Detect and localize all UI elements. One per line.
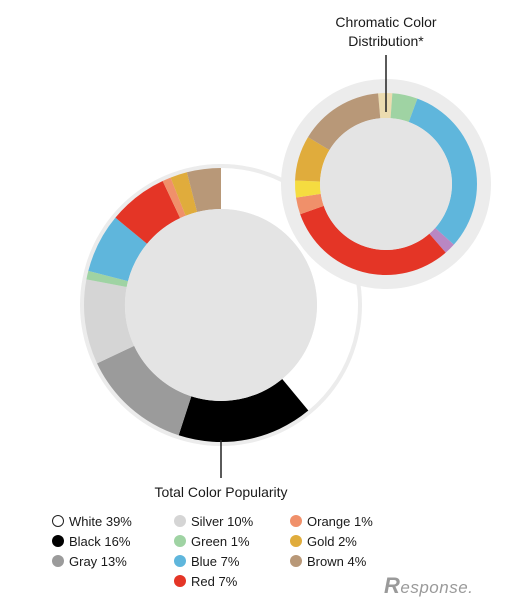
slice-yellow bbox=[295, 180, 321, 198]
watermark-text: esponse. bbox=[400, 578, 474, 597]
slice-beige bbox=[378, 93, 393, 119]
slice-green bbox=[390, 93, 418, 123]
legend-label: Black 16% bbox=[69, 533, 131, 549]
chromatic-title-line2: Distribution* bbox=[348, 33, 424, 49]
slice-green bbox=[86, 270, 129, 288]
legend-label: Orange 1% bbox=[307, 513, 373, 529]
slice-blue bbox=[408, 98, 478, 245]
legend-label: Gold 2% bbox=[307, 533, 357, 549]
legend-label: Brown 4% bbox=[307, 553, 367, 569]
chromatic-donut bbox=[281, 79, 491, 289]
donut-center bbox=[125, 209, 317, 401]
slice-blue bbox=[88, 217, 148, 282]
legend-label: Red 7% bbox=[191, 573, 238, 589]
slice-orange bbox=[162, 177, 186, 219]
slice-purple bbox=[429, 227, 454, 253]
legend-swatch bbox=[52, 555, 64, 567]
legend-label: White 39% bbox=[69, 513, 132, 529]
legend-swatch bbox=[52, 535, 64, 547]
slice-red bbox=[300, 205, 446, 275]
legend-item: Black 16% bbox=[52, 531, 174, 551]
legend-item: White 39% bbox=[52, 511, 174, 531]
slice-gold bbox=[295, 137, 330, 182]
legend-item: Gold 2% bbox=[290, 531, 410, 551]
legend-item: Red 7% bbox=[174, 571, 290, 591]
legend-item: Gray 13% bbox=[52, 551, 174, 571]
slice-gray bbox=[97, 345, 192, 436]
watermark-logo: Response. bbox=[384, 573, 473, 599]
slice-black bbox=[178, 378, 309, 442]
legend-swatch bbox=[174, 515, 186, 527]
legend-label: Blue 7% bbox=[191, 553, 240, 569]
legend-item-empty bbox=[52, 571, 174, 591]
watermark-initial: R bbox=[384, 573, 401, 598]
legend-item: Green 1% bbox=[174, 531, 290, 551]
legend-swatch bbox=[290, 555, 302, 567]
legend-swatch bbox=[174, 535, 186, 547]
slice-silver bbox=[83, 279, 135, 364]
main-title: Total Color Popularity bbox=[154, 484, 287, 500]
legend-swatch bbox=[174, 555, 186, 567]
legend-swatch bbox=[290, 515, 302, 527]
slice-brown bbox=[307, 93, 381, 151]
legend-item: Orange 1% bbox=[290, 511, 410, 531]
legend-label: Silver 10% bbox=[191, 513, 254, 529]
legend-item: Blue 7% bbox=[174, 551, 290, 571]
legend-swatch bbox=[290, 535, 302, 547]
legend-swatch bbox=[174, 575, 186, 587]
slice-brown bbox=[186, 168, 221, 213]
slice-red bbox=[115, 181, 181, 244]
legend-item: Brown 4% bbox=[290, 551, 410, 571]
total-color-donut bbox=[80, 164, 362, 446]
chromatic-title-line1: Chromatic Color bbox=[335, 14, 436, 30]
legend-swatch bbox=[52, 515, 64, 527]
slice-orange bbox=[296, 193, 324, 215]
legend-label: Green 1% bbox=[191, 533, 250, 549]
legend: White 39% Silver 10% Orange 1% Black 16%… bbox=[52, 511, 410, 591]
legend-item: Silver 10% bbox=[174, 511, 290, 531]
legend-label: Gray 13% bbox=[69, 553, 127, 569]
slice-gold bbox=[170, 172, 198, 216]
donut-center bbox=[320, 118, 452, 250]
